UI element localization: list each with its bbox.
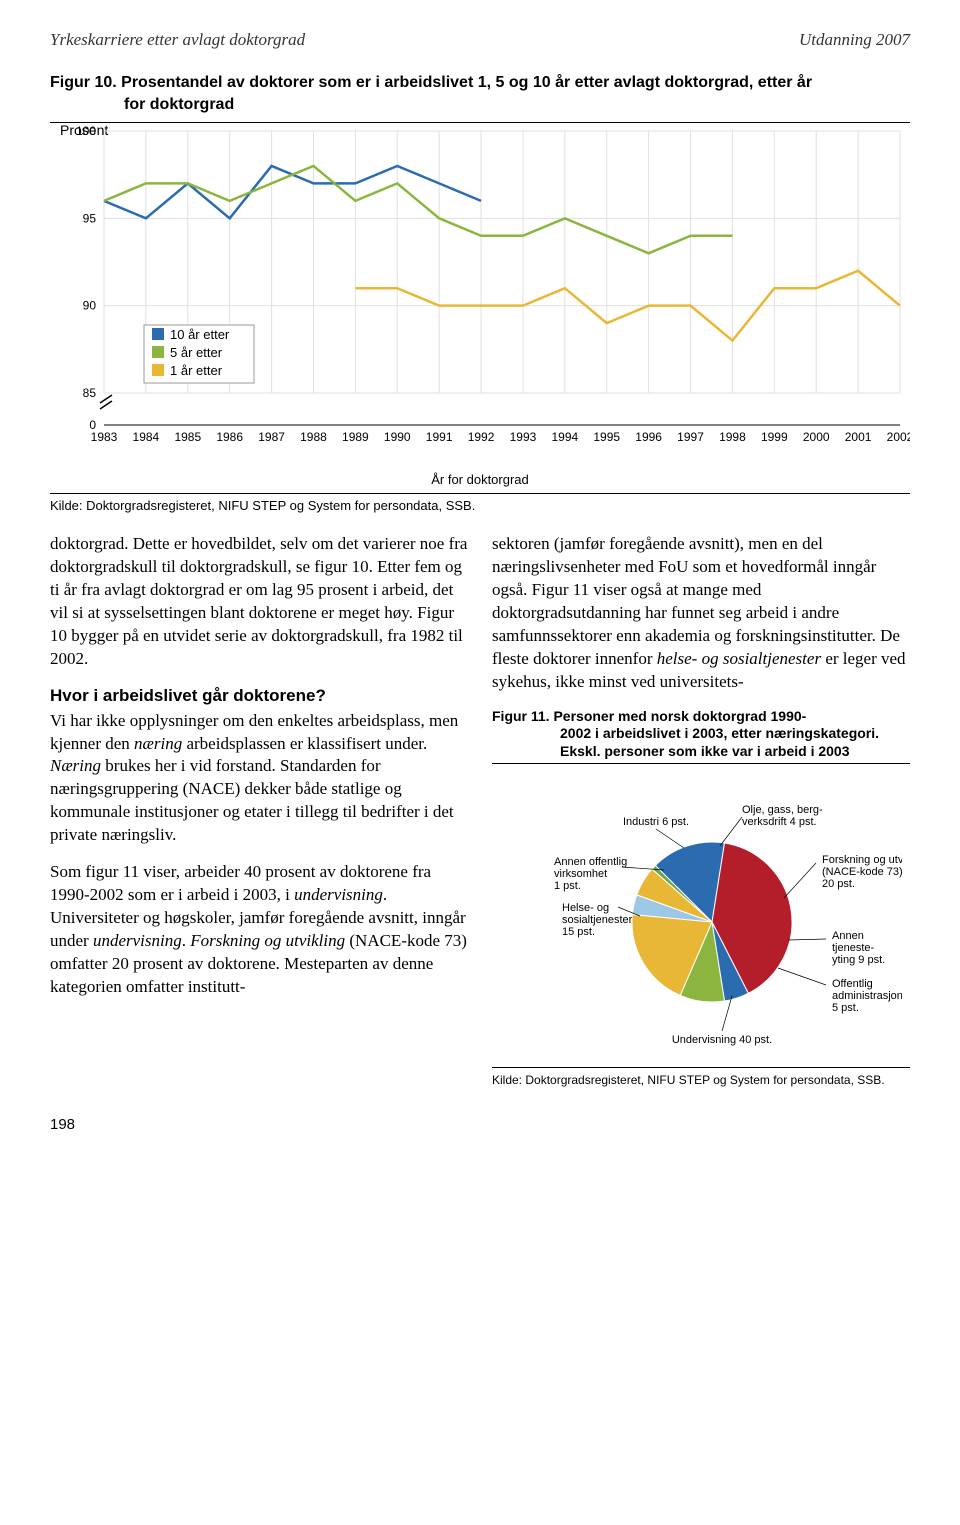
figure10-source: Kilde: Doktorgradsregisteret, NIFU STEP …: [50, 498, 910, 513]
svg-text:1996: 1996: [635, 430, 662, 444]
body-columns: doktorgrad. Dette er hovedbildet, selv o…: [50, 533, 910, 1088]
svg-text:1994: 1994: [551, 430, 578, 444]
svg-text:sosialtjenester: sosialtjenester: [562, 914, 633, 926]
figure11-rule-bottom: [492, 1067, 910, 1068]
page-number: 198: [50, 1116, 910, 1133]
svg-text:1991: 1991: [426, 430, 453, 444]
svg-text:Annen: Annen: [832, 930, 864, 942]
figure10-label: Figur 10.: [50, 74, 117, 91]
figure10-chart: Prosent859095100019831984198519861987198…: [50, 125, 910, 487]
figure11-label: Figur 11.: [492, 708, 550, 724]
svg-text:5 pst.: 5 pst.: [832, 1002, 859, 1014]
svg-text:2000: 2000: [803, 430, 830, 444]
figure11-title: Figur 11. Personer med norsk doktorgrad …: [492, 708, 910, 761]
svg-text:1999: 1999: [761, 430, 788, 444]
svg-text:1 pst.: 1 pst.: [554, 880, 581, 892]
svg-text:85: 85: [83, 386, 97, 400]
figure10-title-line2: for doktorgrad: [124, 96, 910, 114]
svg-text:15 pst.: 15 pst.: [562, 926, 595, 938]
svg-text:1995: 1995: [593, 430, 620, 444]
svg-text:1983: 1983: [91, 430, 118, 444]
svg-text:5 år etter: 5 år etter: [170, 345, 223, 360]
svg-text:1984: 1984: [133, 430, 160, 444]
line-chart-svg: Prosent859095100019831984198519861987198…: [50, 125, 910, 465]
figure10-title-line1: Figur 10. Prosentandel av doktorer som e…: [50, 74, 910, 92]
svg-text:100: 100: [76, 125, 96, 138]
svg-text:Annen offentlig: Annen offentlig: [554, 856, 627, 868]
figure11-rule-top: [492, 763, 910, 764]
running-header: Yrkeskarriere etter avlagt doktorgrad Ut…: [50, 30, 910, 50]
svg-text:tjeneste-: tjeneste-: [832, 942, 875, 954]
figure10-xaxis-label: År for doktorgrad: [50, 472, 910, 487]
svg-text:1985: 1985: [174, 430, 201, 444]
svg-text:administrasjon: administrasjon: [832, 990, 902, 1002]
svg-text:95: 95: [83, 211, 97, 225]
svg-text:Helse- og: Helse- og: [562, 902, 609, 914]
left-column: doktorgrad. Dette er hovedbildet, selv o…: [50, 533, 468, 1088]
right-p1: sektoren (jamfør foregående avsnitt), me…: [492, 533, 910, 694]
pie-chart-svg: Undervisning 40 pst. Forskning og utvikli…: [492, 767, 902, 1057]
svg-text:Olje, gass, berg-: Olje, gass, berg-: [742, 804, 823, 816]
svg-text:yting 9 pst.: yting 9 pst.: [832, 954, 885, 966]
svg-text:Undervisning 40 pst.: Undervisning 40 pst.: [672, 1034, 772, 1046]
left-p3: Som figur 11 viser, arbeider 40 prosent …: [50, 861, 468, 999]
svg-text:2002: 2002: [887, 430, 910, 444]
svg-text:10 år etter: 10 år etter: [170, 327, 230, 342]
svg-text:virksomhet: virksomhet: [554, 868, 607, 880]
header-right: Utdanning 2007: [799, 30, 910, 50]
svg-text:1997: 1997: [677, 430, 704, 444]
figure11-source: Kilde: Doktorgradsregisteret, NIFU STEP …: [492, 1072, 910, 1088]
svg-text:(NACE-kode 73): (NACE-kode 73): [822, 866, 902, 878]
figure-11: Figur 11. Personer med norsk doktorgrad …: [492, 708, 910, 1089]
left-heading: Hvor i arbeidslivet går doktorene?: [50, 685, 468, 708]
svg-text:1993: 1993: [510, 430, 537, 444]
svg-text:2001: 2001: [845, 430, 872, 444]
figure10-rule-bottom: [50, 493, 910, 494]
svg-text:1988: 1988: [300, 430, 327, 444]
header-left: Yrkeskarriere etter avlagt doktorgrad: [50, 30, 305, 50]
figure10-rule-top: [50, 122, 910, 123]
left-p1: doktorgrad. Dette er hovedbildet, selv o…: [50, 533, 468, 671]
svg-text:Industri 6 pst.: Industri 6 pst.: [623, 816, 689, 828]
svg-text:1992: 1992: [468, 430, 495, 444]
svg-text:90: 90: [83, 299, 97, 313]
svg-text:1998: 1998: [719, 430, 746, 444]
svg-text:Offentlig: Offentlig: [832, 978, 873, 990]
svg-text:1989: 1989: [342, 430, 369, 444]
svg-text:20 pst.: 20 pst.: [822, 878, 855, 890]
figure-10: Figur 10. Prosentandel av doktorer som e…: [50, 74, 910, 513]
figure10-title-text1: Prosentandel av doktorer som er i arbeid…: [121, 74, 812, 91]
svg-text:verksdrift 4 pst.: verksdrift 4 pst.: [742, 816, 817, 828]
svg-text:1 år etter: 1 år etter: [170, 363, 223, 378]
left-p2: Vi har ikke opplysninger om den enkeltes…: [50, 710, 468, 848]
svg-text:1987: 1987: [258, 430, 285, 444]
svg-text:1986: 1986: [216, 430, 243, 444]
right-column: sektoren (jamfør foregående avsnitt), me…: [492, 533, 910, 1088]
svg-text:Forskning og utvikling: Forskning og utvikling: [822, 854, 902, 866]
svg-text:1990: 1990: [384, 430, 411, 444]
